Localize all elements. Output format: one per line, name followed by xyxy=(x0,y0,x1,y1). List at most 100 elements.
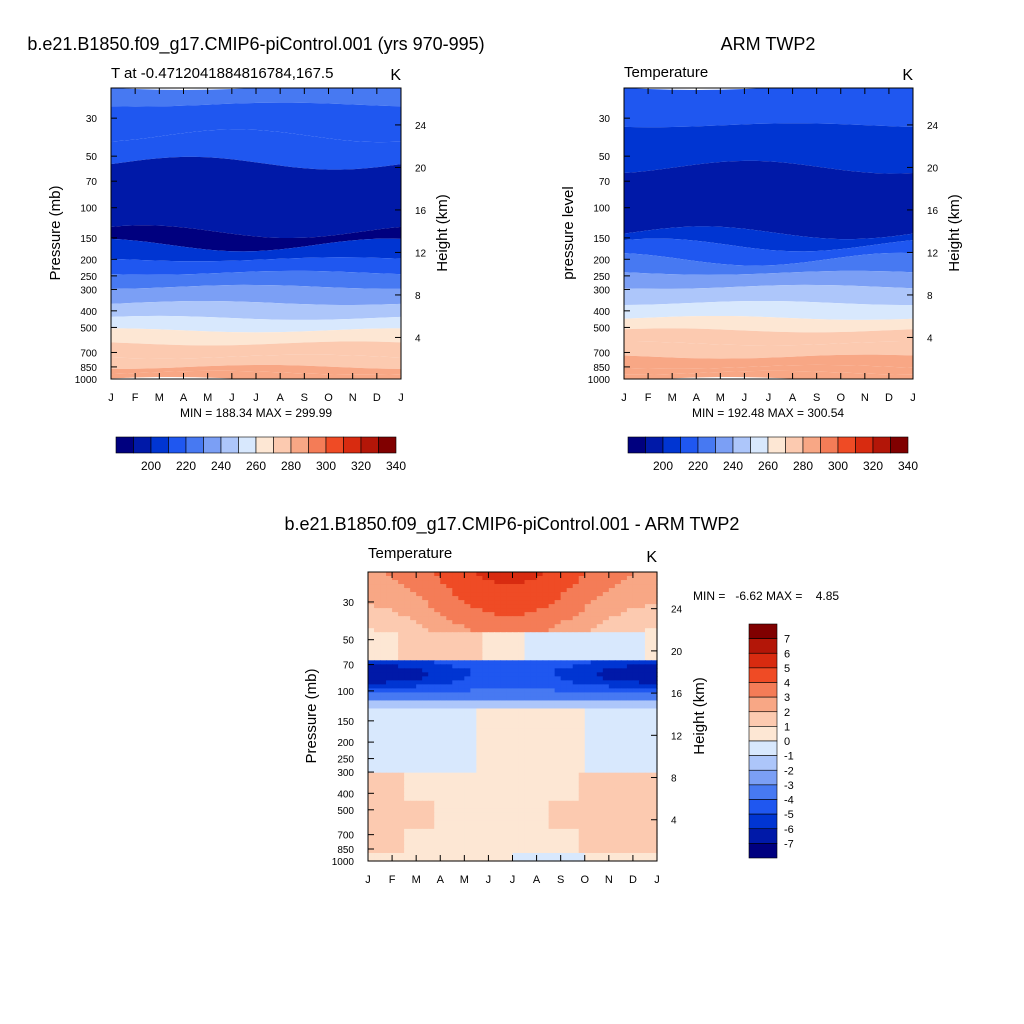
contour-cell xyxy=(446,608,453,613)
contour-cell xyxy=(458,660,465,665)
contour-cell xyxy=(632,608,640,613)
contour-cell xyxy=(470,828,477,834)
contour-cell xyxy=(620,792,628,798)
contour-cell xyxy=(644,736,652,742)
contour-cell xyxy=(440,648,447,653)
contour-cell xyxy=(548,840,556,846)
contour-cell xyxy=(566,784,574,790)
contour-cell xyxy=(500,712,508,718)
contour-cell xyxy=(542,668,550,673)
contour-cell xyxy=(392,624,399,629)
contour-cell xyxy=(524,768,532,774)
contour-cell xyxy=(620,704,628,710)
contour-cell xyxy=(644,608,652,613)
contour-cell xyxy=(524,608,532,613)
contour-cell xyxy=(638,604,646,609)
contour-cell xyxy=(416,612,423,617)
contour-cell xyxy=(536,620,544,625)
contour-cell xyxy=(620,712,628,718)
contour-cell xyxy=(632,572,640,577)
contour-cell xyxy=(638,584,646,589)
contour-cell xyxy=(650,844,658,850)
contour-cell xyxy=(518,856,526,862)
contour-cell xyxy=(410,652,417,657)
colorbar-tick-label: 300 xyxy=(828,459,848,473)
contour-cell xyxy=(416,776,423,782)
contour-cell xyxy=(440,712,447,718)
contour-cell xyxy=(506,744,514,750)
contour-cell xyxy=(494,652,502,657)
contour-cell xyxy=(482,804,490,810)
contour-cell xyxy=(476,596,483,601)
contour-cell xyxy=(590,752,598,758)
contour-cell xyxy=(410,588,417,593)
contour-cell xyxy=(404,580,411,585)
contour-cell xyxy=(392,796,399,802)
contour-cell xyxy=(584,712,592,718)
contour-cell xyxy=(488,612,496,617)
contour-cell xyxy=(374,636,381,641)
contour-cell xyxy=(464,844,471,850)
contour-cell xyxy=(386,856,393,862)
contour-cell xyxy=(596,716,604,722)
contour-cell xyxy=(632,636,640,641)
height-tick-label: 16 xyxy=(927,206,939,217)
contour-cell xyxy=(392,844,399,850)
contour-cell xyxy=(524,748,532,754)
contour-cell xyxy=(458,836,465,842)
contour-cell xyxy=(530,692,538,698)
contour-cell xyxy=(470,668,477,673)
contour-cell xyxy=(512,732,520,738)
contour-cell xyxy=(608,576,616,581)
contour-cell xyxy=(446,736,453,742)
contour-cell xyxy=(608,732,616,738)
contour-cell xyxy=(380,736,387,742)
contour-cell xyxy=(500,572,508,577)
contour-cell xyxy=(368,580,375,585)
x-tick-label: N xyxy=(349,392,357,404)
contour-cell xyxy=(638,732,646,738)
contour-cell xyxy=(572,600,580,605)
contour-cell xyxy=(488,736,496,742)
contour-cell xyxy=(392,636,399,641)
contour-cell xyxy=(524,644,532,649)
contour-cell xyxy=(512,624,520,629)
contour-cell xyxy=(452,616,459,621)
contour-cell xyxy=(404,728,411,734)
contour-cell xyxy=(464,632,471,637)
contour-cell xyxy=(578,736,586,742)
contour-cell xyxy=(530,640,538,645)
contour-cell xyxy=(536,628,544,633)
contour-cell xyxy=(578,696,586,702)
contour-cell xyxy=(470,856,477,862)
contour-cell xyxy=(470,748,477,754)
colorbar-box xyxy=(133,436,152,454)
contour-cell xyxy=(380,616,387,621)
contour-cell xyxy=(494,828,502,834)
contour-cell xyxy=(518,788,526,794)
contour-cell xyxy=(626,608,634,613)
contour-cell xyxy=(578,576,586,581)
contour-cell xyxy=(632,736,640,742)
contour-cell xyxy=(506,684,514,690)
contour-cell xyxy=(434,660,441,665)
contour-cell xyxy=(530,748,538,754)
contour-cell xyxy=(428,572,435,577)
contour-band xyxy=(624,88,913,128)
contour-cell xyxy=(440,684,447,690)
contour-cell xyxy=(398,608,405,613)
contour-cell xyxy=(572,708,580,714)
contour-cell xyxy=(644,776,652,782)
contour-cell xyxy=(380,820,387,826)
contour-cell xyxy=(482,808,490,814)
contour-cell xyxy=(584,840,592,846)
contour-cell xyxy=(530,708,538,714)
contour-cell xyxy=(446,792,453,798)
contour-cell xyxy=(578,572,586,577)
contour-cell xyxy=(650,592,658,597)
contour-cell xyxy=(368,656,375,661)
contour-cell xyxy=(494,624,502,629)
contour-cell xyxy=(650,748,658,754)
colorbar-tick-label: 320 xyxy=(863,459,883,473)
contour-cell xyxy=(548,820,556,826)
